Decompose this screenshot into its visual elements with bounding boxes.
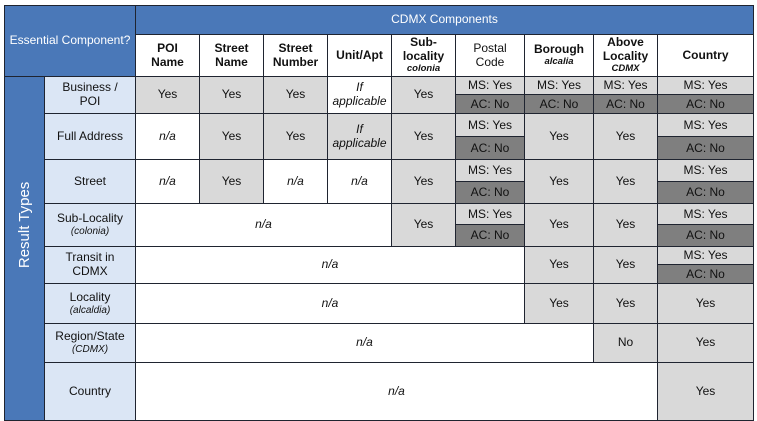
col-header-poi-name: POI Name [135, 34, 200, 77]
cell-value: Yes [524, 113, 594, 160]
cell-value: Yes [593, 283, 658, 324]
cell-split: MS: Yes AC: No [657, 246, 754, 284]
cell-value: n/a [327, 159, 392, 204]
col-header-street-name: Street Name [199, 34, 264, 77]
cell-split: MS: Yes AC: No [455, 76, 525, 114]
band-title-text: CDMX Components [391, 12, 498, 27]
row-label-transit: Transit in CDMX [44, 246, 136, 284]
cell-value: Yes [199, 113, 264, 160]
row-label-sub-locality: Sub-Locality (colonia) [44, 203, 136, 247]
row-label-street: Street [44, 159, 136, 204]
cell-value: Yes [135, 76, 200, 114]
cell-value: Yes [524, 203, 594, 247]
corner-label-text: Essential Component? [9, 33, 131, 48]
cdmx-components-table: Essential Component? CDMX Components POI… [4, 5, 754, 421]
cell-split: MS: Yes AC: No [455, 203, 525, 247]
cell-value: Yes [263, 113, 328, 160]
col-header-street-number: Street Number [263, 34, 328, 77]
side-label: Result Types [4, 76, 45, 421]
row-label-region-state: Region/State (CDMX) [44, 323, 136, 363]
cell-split: MS: Yes AC: No [657, 159, 754, 204]
cell-value: No [593, 323, 658, 363]
cell-value: n/a [135, 203, 392, 247]
cell-value: Yes [391, 76, 456, 114]
cell-value: n/a [135, 362, 658, 421]
cell-value: Yes [391, 113, 456, 160]
cell-value: Yes [524, 283, 594, 324]
col-header-above-locality: Above Locality CDMX [593, 34, 658, 77]
cell-split: MS: Yes AC: No [455, 113, 525, 160]
col-header-postal-code: Postal Code [455, 34, 525, 77]
cell-value: Yes [657, 362, 754, 421]
cell-if-applicable: If applicable [327, 113, 392, 160]
col-header-borough: Borough alcalia [524, 34, 594, 77]
cell-value: Yes [391, 203, 456, 247]
cell-value: Yes [593, 159, 658, 204]
cell-split: MS: Yes AC: No [657, 76, 754, 114]
cell-value: Yes [593, 113, 658, 160]
row-label-country: Country [44, 362, 136, 421]
cell-value: Yes [657, 323, 754, 363]
cell-value: Yes [263, 76, 328, 114]
cell-split: MS: Yes AC: No [524, 76, 594, 114]
col-header-unit-apt: Unit/Apt [327, 34, 392, 77]
cell-value: Yes [199, 159, 264, 204]
col-header-sub-locality: Sub-locality colonia [391, 34, 456, 77]
cell-split: MS: Yes AC: No [455, 159, 525, 204]
corner-label: Essential Component? [4, 5, 136, 77]
cell-value: Yes [391, 159, 456, 204]
cell-value: n/a [135, 323, 594, 363]
cell-split: MS: Yes AC: No [593, 76, 658, 114]
cell-value: n/a [135, 159, 200, 204]
row-label-full-address: Full Address [44, 113, 136, 160]
cell-split: MS: Yes AC: No [657, 203, 754, 247]
cell-value: Yes [524, 246, 594, 284]
row-label-locality: Locality (alcaldia) [44, 283, 136, 324]
side-label-text: Result Types [15, 181, 33, 268]
cell-split: MS: Yes AC: No [657, 113, 754, 160]
cell-value: n/a [263, 159, 328, 204]
cell-value: Yes [199, 76, 264, 114]
cell-value: Yes [524, 159, 594, 204]
cell-value: Yes [593, 246, 658, 284]
cell-value: n/a [135, 283, 525, 324]
cell-value: Yes [593, 203, 658, 247]
band-title: CDMX Components [135, 5, 754, 35]
row-label-business-poi: Business / POI [44, 76, 136, 114]
cell-value: n/a [135, 113, 200, 160]
cell-value: Yes [657, 283, 754, 324]
col-header-country: Country [657, 34, 754, 77]
cell-value: n/a [135, 246, 525, 284]
cell-if-applicable: If applicable [327, 76, 392, 114]
